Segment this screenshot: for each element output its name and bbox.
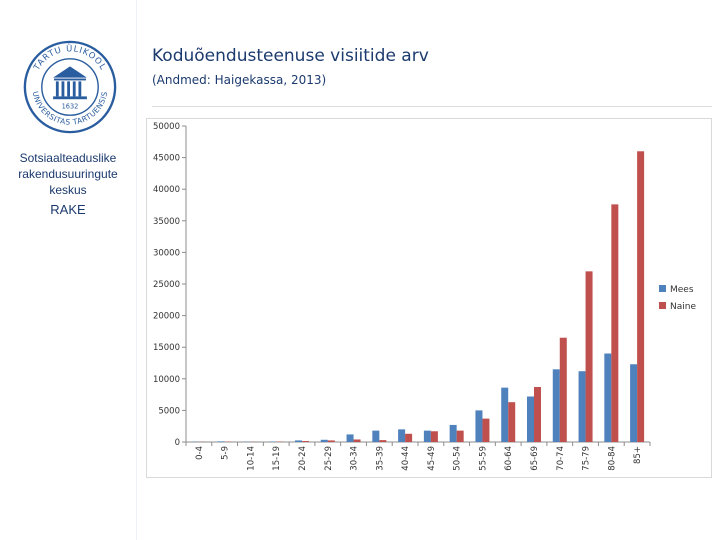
bar-naine-45-49 bbox=[430, 431, 438, 442]
bar-naine-70-74 bbox=[559, 337, 567, 442]
bar-mees-70-74 bbox=[552, 369, 560, 442]
y-tick-label: 40000 bbox=[153, 185, 180, 195]
y-tick-label: 15000 bbox=[153, 343, 180, 353]
org-abbreviation: RAKE bbox=[50, 202, 86, 217]
x-tick-label: 20-24 bbox=[298, 446, 308, 471]
y-tick-label: 10000 bbox=[153, 375, 180, 385]
legend-label-naine: Naine bbox=[670, 302, 696, 312]
y-tick-label: 5000 bbox=[158, 406, 180, 416]
x-tick-label: 75-79 bbox=[582, 446, 592, 471]
x-tick-label: 10-14 bbox=[246, 446, 256, 471]
bar-mees-60-64 bbox=[501, 387, 509, 442]
bar-naine-55-59 bbox=[482, 418, 490, 442]
org-name-line-1: Sotsiaalteaduslike bbox=[19, 151, 117, 165]
seal-year: 1632 bbox=[62, 103, 79, 111]
x-tick-label: 35-39 bbox=[375, 446, 385, 471]
x-tick-label: 55-59 bbox=[478, 446, 488, 471]
x-tick-label: 50-54 bbox=[453, 446, 463, 471]
bar-naine-20-24 bbox=[302, 441, 309, 442]
x-tick-label: 40-44 bbox=[401, 446, 411, 471]
title-divider bbox=[152, 106, 712, 107]
page-title: Koduõendusteenuse visiitide arv bbox=[152, 46, 429, 66]
y-tick-label: 25000 bbox=[153, 280, 180, 290]
bar-mees-5-9 bbox=[217, 441, 225, 442]
bar-mees-65-69 bbox=[527, 396, 534, 442]
chart-frame-border bbox=[146, 118, 712, 478]
x-tick-label: 25-29 bbox=[324, 446, 334, 471]
bar-mees-25-29 bbox=[320, 439, 328, 442]
bar-mees-40-44 bbox=[398, 429, 406, 442]
x-tick-label: 15-19 bbox=[272, 446, 282, 471]
y-tick-label: 45000 bbox=[153, 154, 180, 164]
bar-naine-35-39 bbox=[379, 440, 387, 442]
org-name: Sotsiaalteaduslike rakendusuuringute kes… bbox=[6, 150, 130, 198]
x-tick-label: 80-84 bbox=[607, 446, 617, 471]
x-tick-label: 65-69 bbox=[530, 446, 540, 471]
bar-mees-50-54 bbox=[449, 424, 457, 442]
y-tick-label: 20000 bbox=[153, 312, 180, 322]
x-tick-label: 60-64 bbox=[504, 446, 514, 471]
bar-naine-25-29 bbox=[327, 440, 335, 442]
bar-naine-85+ bbox=[637, 151, 645, 442]
x-tick-label: 30-34 bbox=[350, 446, 360, 471]
bar-mees-20-24 bbox=[295, 440, 302, 442]
chart-container: 0 5000 10000 15000 20000 25000 30000 35000 40000… bbox=[146, 118, 712, 478]
bar-mees-30-34 bbox=[346, 434, 354, 442]
bar-mees-15-19 bbox=[269, 441, 277, 442]
bar-mees-55-59 bbox=[475, 410, 483, 442]
org-name-line-2: rakendusuuringute bbox=[18, 167, 118, 181]
org-name-line-3: keskus bbox=[49, 183, 87, 197]
page-subtitle: (Andmed: Haigekassa, 2013) bbox=[152, 73, 327, 87]
y-tick-label: 50000 bbox=[153, 122, 180, 132]
bar-mees-80-84 bbox=[604, 353, 612, 442]
bar-mees-85+ bbox=[630, 364, 638, 442]
university-seal-logo: TARTU ÜLIKOOL UNIVERSITAS TARTUENSIS 163… bbox=[23, 40, 117, 134]
bar-naine-60-64 bbox=[508, 402, 516, 442]
bar-naine-40-44 bbox=[405, 433, 413, 442]
bar-naine-65-69 bbox=[534, 387, 541, 442]
bar-naine-80-84 bbox=[611, 204, 619, 442]
x-tick-label: 70-74 bbox=[556, 446, 566, 471]
bar-mees-75-79 bbox=[578, 371, 586, 442]
bar-naine-75-79 bbox=[585, 271, 593, 442]
bar-mees-45-49 bbox=[423, 430, 431, 442]
y-tick-label: 35000 bbox=[153, 217, 180, 227]
y-tick-label: 30000 bbox=[153, 248, 180, 258]
bar-naine-30-34 bbox=[353, 439, 361, 442]
legend-swatch-mees bbox=[659, 285, 666, 292]
y-tick-label: 0 bbox=[175, 438, 180, 448]
bar-chart: 0 5000 10000 15000 20000 25000 30000 35000 40000… bbox=[146, 118, 712, 478]
x-tick-label: 45-49 bbox=[427, 446, 437, 471]
x-tick-label: 0-4 bbox=[195, 446, 205, 460]
sidebar: TARTU ÜLIKOOL UNIVERSITAS TARTUENSIS 163… bbox=[0, 0, 137, 540]
legend-swatch-naine bbox=[659, 302, 666, 309]
x-tick-label: 5-9 bbox=[221, 446, 231, 460]
x-tick-label: 85+ bbox=[633, 446, 643, 464]
bar-naine-50-54 bbox=[456, 430, 464, 442]
legend-label-mees: Mees bbox=[670, 285, 694, 295]
bar-mees-35-39 bbox=[372, 430, 380, 442]
